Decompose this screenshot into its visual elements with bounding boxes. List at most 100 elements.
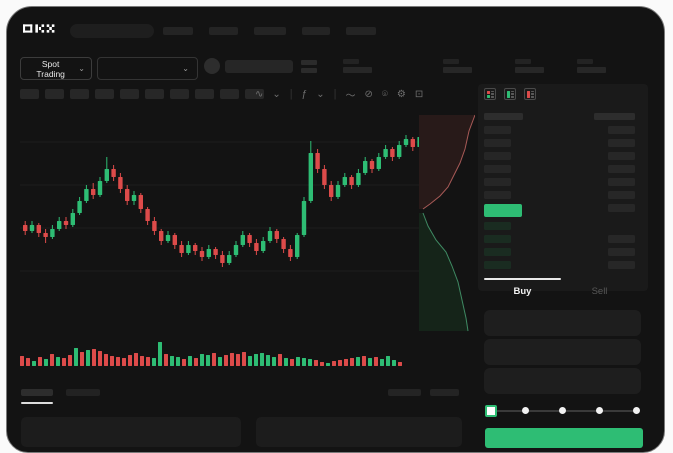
orderbook-sells-icon[interactable] bbox=[524, 88, 536, 100]
timeframe-button[interactable] bbox=[220, 89, 239, 99]
chevron-down-icon[interactable]: ⌄ bbox=[272, 88, 281, 100]
orderbook-rows bbox=[484, 113, 635, 274]
snapshot-icon[interactable]: ⌾ bbox=[381, 88, 388, 100]
order-form-input[interactable] bbox=[484, 368, 641, 394]
volume-bar bbox=[74, 348, 78, 366]
orderbook-row-header[interactable] bbox=[484, 113, 635, 120]
nav-item[interactable] bbox=[346, 27, 376, 35]
ticker-stat bbox=[343, 59, 372, 73]
orderbook-row-bid[interactable] bbox=[484, 261, 635, 269]
amount-slider[interactable] bbox=[485, 405, 642, 417]
orderbook-row-ask[interactable] bbox=[484, 152, 635, 160]
volume-bar bbox=[50, 354, 54, 366]
orderbook-row-ask[interactable] bbox=[484, 178, 635, 186]
amount-placeholder bbox=[608, 165, 635, 173]
chevron-down-icon[interactable]: ⌄ bbox=[316, 88, 325, 100]
orderbook-buys-icon[interactable] bbox=[504, 88, 516, 100]
volume-bar bbox=[230, 353, 234, 366]
stat-value-placeholder bbox=[343, 67, 372, 73]
timeframe-button[interactable] bbox=[170, 89, 189, 99]
price-placeholder bbox=[484, 222, 511, 230]
volume-bar bbox=[164, 354, 168, 366]
volume-bar bbox=[296, 357, 300, 366]
volume-bar bbox=[380, 359, 384, 366]
stat-label-placeholder bbox=[515, 59, 531, 64]
timeframe-button[interactable] bbox=[145, 89, 164, 99]
search-input[interactable] bbox=[70, 24, 154, 38]
market-type-selector[interactable]: Spot Trading ⌄ bbox=[20, 57, 92, 80]
volume-bar bbox=[128, 355, 132, 366]
stat-value-placeholder bbox=[443, 67, 472, 73]
volume-bar bbox=[332, 361, 336, 366]
bottom-tab-open-orders[interactable] bbox=[21, 389, 53, 396]
tab-sell[interactable]: Sell bbox=[591, 285, 608, 297]
volume-bar bbox=[236, 354, 240, 366]
timeframe-button[interactable] bbox=[70, 89, 89, 99]
orderbook-row-bid[interactable] bbox=[484, 222, 635, 230]
slider-stop[interactable] bbox=[522, 407, 529, 414]
candle-style-icon[interactable]: ∿ bbox=[255, 88, 264, 100]
bottom-tab-order-history[interactable] bbox=[66, 389, 100, 396]
nav-item[interactable] bbox=[163, 27, 193, 35]
slider-stop[interactable] bbox=[559, 407, 566, 414]
price-placeholder bbox=[484, 235, 511, 243]
ticker-stat bbox=[515, 59, 544, 73]
compare-icon[interactable]: ⊘ bbox=[364, 88, 373, 100]
volume-bars bbox=[20, 338, 420, 366]
price-placeholder bbox=[484, 248, 511, 256]
depth-chart[interactable] bbox=[419, 105, 475, 335]
pair-selector[interactable]: ⌄ bbox=[97, 57, 198, 80]
amount-placeholder bbox=[608, 178, 635, 186]
bottom-link-placeholder[interactable] bbox=[388, 389, 421, 396]
orderbook-row-ask[interactable] bbox=[484, 126, 635, 134]
nav-item[interactable] bbox=[254, 27, 286, 35]
candlestick-chart[interactable] bbox=[20, 107, 425, 335]
nav-item[interactable] bbox=[302, 27, 330, 35]
orderbook-row-ask[interactable] bbox=[484, 139, 635, 147]
volume-bar bbox=[392, 360, 396, 366]
volume-bar bbox=[224, 355, 228, 366]
volume-bar bbox=[152, 358, 156, 366]
volume-bar bbox=[242, 352, 246, 366]
volume-bar bbox=[368, 358, 372, 366]
tab-buy[interactable]: Buy bbox=[513, 285, 532, 297]
order-form-input[interactable] bbox=[484, 339, 641, 365]
sep: | bbox=[289, 88, 293, 100]
buy-submit-button[interactable] bbox=[485, 428, 643, 448]
volume-bar bbox=[92, 349, 96, 366]
bottom-link-placeholder[interactable] bbox=[430, 389, 459, 396]
volume-bar bbox=[98, 351, 102, 366]
settings-icon[interactable]: ⚙ bbox=[396, 88, 406, 100]
last-price-highlight bbox=[484, 204, 522, 217]
orderbook-row-ask[interactable] bbox=[484, 165, 635, 173]
line-style-icon[interactable]: 〜 bbox=[345, 90, 356, 102]
volume-bar bbox=[104, 354, 108, 366]
slider-stop[interactable] bbox=[596, 407, 603, 414]
slider-handle[interactable] bbox=[485, 405, 497, 417]
nav-item[interactable] bbox=[209, 27, 238, 35]
amount-placeholder bbox=[608, 126, 635, 134]
volume-bar bbox=[146, 357, 150, 366]
orderbook-row-last[interactable] bbox=[484, 204, 635, 217]
timeframe-button[interactable] bbox=[195, 89, 214, 99]
ticker-stats-toggle[interactable] bbox=[301, 60, 317, 76]
indicators-icon[interactable]: ƒ bbox=[301, 88, 308, 100]
orderbook-combined-icon[interactable] bbox=[484, 88, 496, 100]
volume-bar bbox=[248, 356, 252, 366]
volume-bar bbox=[326, 363, 330, 366]
order-form-input[interactable] bbox=[484, 310, 641, 336]
orderbook-row-bid[interactable] bbox=[484, 235, 635, 243]
timeframe-button[interactable] bbox=[20, 89, 39, 99]
orderbook-row-bid[interactable] bbox=[484, 248, 635, 256]
slider-stop[interactable] bbox=[633, 407, 640, 414]
timeframe-button[interactable] bbox=[245, 89, 264, 99]
fullscreen-icon[interactable]: ⊡ bbox=[414, 88, 424, 100]
orderbook-row-ask[interactable] bbox=[484, 191, 635, 199]
volume-bar bbox=[110, 356, 114, 366]
volume-bar bbox=[194, 358, 198, 366]
volume-bar bbox=[68, 355, 72, 366]
timeframe-button[interactable] bbox=[120, 89, 139, 99]
volume-bar bbox=[320, 362, 324, 366]
timeframe-button[interactable] bbox=[45, 89, 64, 99]
timeframe-button[interactable] bbox=[95, 89, 114, 99]
